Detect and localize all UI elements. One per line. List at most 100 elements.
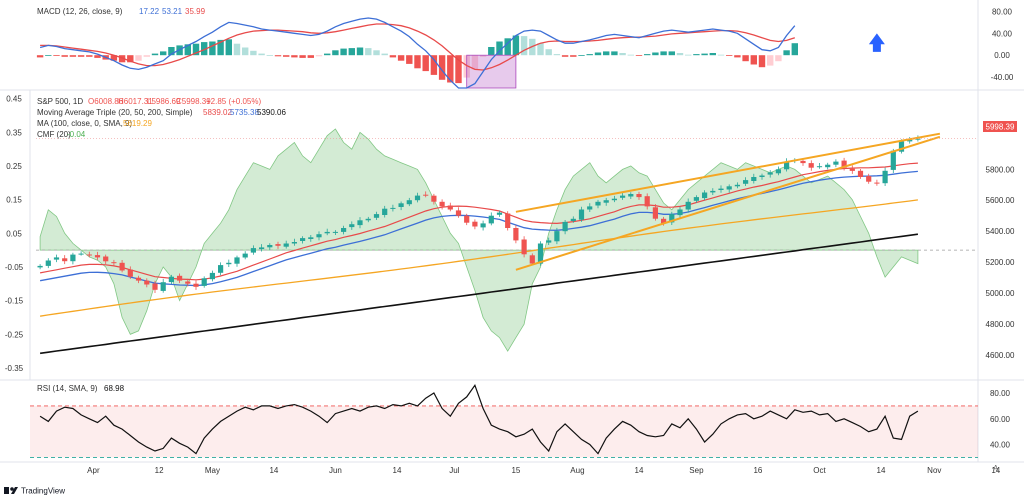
candle-body: [611, 198, 617, 201]
macd-histogram-bar: [447, 55, 454, 83]
rsi-line: [39, 384, 919, 455]
ma20-line: [39, 162, 918, 281]
macd-histogram-bar: [283, 55, 290, 57]
candle-body: [718, 188, 724, 190]
candle-body: [529, 255, 535, 264]
macd-histogram-bar: [77, 55, 85, 57]
macd-axis-tick: 0.00: [994, 51, 1010, 60]
macd-histogram-bar: [397, 55, 405, 61]
rsi-axis-tick: 40.00: [990, 441, 1011, 450]
time-axis-tick: Sep: [689, 466, 704, 475]
candle-body: [775, 169, 781, 174]
ohlc-low: L5986.69: [147, 97, 181, 106]
candle-body: [373, 214, 380, 218]
candle-body: [390, 207, 396, 209]
candle-body: [726, 186, 732, 190]
candle-body: [907, 139, 913, 142]
ma100-legend[interactable]: MA (100, close, 0, SMA, 9): [37, 119, 132, 128]
candle-body: [857, 170, 864, 177]
symbol-legend[interactable]: S&P 500, 1D: [37, 97, 83, 106]
candle-body: [767, 172, 773, 175]
macd-histogram-bar: [45, 55, 52, 56]
macd-histogram-bar: [488, 47, 495, 56]
ma20-value: 5839.02: [203, 108, 232, 117]
macd-histogram-bar: [192, 43, 200, 56]
candle-body: [890, 150, 896, 170]
candle-body: [103, 256, 109, 262]
candle-body: [636, 194, 642, 198]
ma50-line: [39, 170, 918, 287]
macd-histogram-bar: [307, 55, 314, 58]
macd-histogram-bar: [258, 53, 265, 56]
candle-body: [308, 237, 314, 239]
macd-histogram-bar: [299, 55, 306, 58]
last-price-badge: [983, 121, 1017, 132]
candle-body: [849, 168, 855, 171]
candle-body: [587, 206, 593, 210]
candle-body: [431, 195, 437, 202]
macd-histogram-bar: [209, 41, 216, 56]
candle-body: [332, 231, 338, 233]
macd-histogram-bar: [504, 38, 511, 56]
macd-histogram-bar: [69, 55, 77, 57]
time-axis-tick: Nov: [927, 466, 941, 475]
candle-body: [168, 276, 174, 283]
macd-histogram-bar: [86, 55, 93, 57]
candle-body: [439, 201, 445, 207]
macd-histogram-bar: [561, 55, 569, 57]
macd-legend-value-macd: 53.21: [162, 7, 183, 16]
ma-triple-legend[interactable]: Moving Average Triple (20, 50, 200, Simp…: [37, 108, 193, 117]
cmf-legend[interactable]: CMF (20): [37, 130, 71, 139]
macd-histogram-bar: [422, 55, 429, 72]
candle-body: [562, 221, 568, 232]
macd-histogram-bar: [750, 55, 757, 65]
candle-body: [652, 207, 658, 219]
macd-histogram-bar: [726, 55, 733, 56]
auto-scale-icon[interactable]: A: [993, 464, 999, 473]
tradingview-logo-icon[interactable]: [4, 487, 18, 494]
macd-histogram-bar: [225, 39, 232, 56]
cmf-axis-tick: -0.35: [5, 364, 24, 373]
wedge-lower-trendline: [515, 135, 941, 271]
candle-body: [300, 238, 306, 241]
candle-body: [275, 244, 281, 246]
time-axis-tick: Jul: [449, 466, 459, 475]
candle-body: [472, 221, 478, 227]
candle-body: [70, 254, 76, 262]
time-axis-tick: 14: [635, 466, 644, 475]
macd-histogram-bar: [389, 55, 397, 58]
rsi-band-fill: [30, 405, 978, 458]
candle-body: [160, 282, 166, 291]
price-axis-tick: 4600.00: [986, 351, 1015, 360]
footer-brand: TradingView: [21, 487, 65, 496]
macd-legend-value-signal: 35.99: [185, 7, 206, 16]
candle-body: [734, 184, 740, 187]
macd-histogram-bar: [512, 35, 520, 56]
macd-histogram-bar: [53, 55, 60, 56]
macd-histogram-bar: [184, 44, 191, 56]
ohlc-change: +2.85 (+0.05%): [206, 97, 261, 106]
macd-histogram-bar: [201, 42, 208, 56]
rsi-axis-tick: 80.00: [990, 389, 1011, 398]
rsi-legend[interactable]: RSI (14, SMA, 9): [37, 384, 98, 393]
macd-histogram-bar: [578, 55, 585, 56]
candle-body: [283, 243, 289, 247]
ohlc-open: O6008.86: [88, 97, 124, 106]
macd-histogram-bar: [242, 47, 249, 56]
macd-histogram-bar: [274, 55, 282, 57]
macd-histogram-bar: [455, 55, 462, 84]
price-axis-tick: 5600.00: [986, 196, 1015, 205]
macd-legend-value-histogram: 17.22: [139, 7, 160, 16]
candle-body: [250, 248, 256, 253]
macd-histogram-bar: [348, 48, 355, 56]
candle-body: [521, 239, 527, 255]
candle-body: [45, 260, 51, 266]
macd-histogram-bar: [430, 55, 438, 75]
candle-body: [841, 160, 847, 168]
macd-legend-label[interactable]: MACD (12, 26, close, 9): [37, 7, 123, 16]
candle-body: [324, 231, 330, 234]
candle-body: [513, 228, 519, 241]
candle-body: [595, 201, 601, 206]
